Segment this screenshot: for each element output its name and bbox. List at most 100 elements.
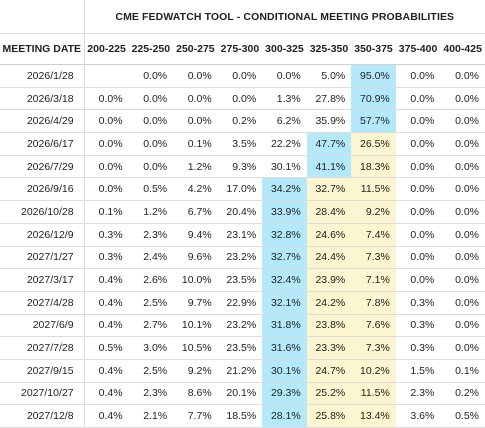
probability-cell: 3.5% bbox=[217, 132, 263, 156]
probability-cell: 0.0% bbox=[395, 109, 441, 134]
column-header-bin[interactable]: 250-275 bbox=[173, 33, 218, 65]
probability-cell: 0.0% bbox=[128, 87, 174, 111]
probability-cell: 0.0% bbox=[395, 177, 441, 202]
probability-cell: 0.0% bbox=[440, 109, 485, 134]
probability-cell: 0.4% bbox=[84, 268, 129, 292]
probability-cell: 3.6% bbox=[395, 404, 441, 428]
probability-cell: 41.1% bbox=[306, 155, 352, 179]
probability-cell: 0.0% bbox=[84, 155, 129, 179]
column-header-bin[interactable]: 225-250 bbox=[128, 33, 174, 65]
probability-cell: 13.4% bbox=[351, 404, 396, 428]
probability-cell: 23.2% bbox=[217, 314, 263, 338]
probability-cell: 7.1% bbox=[351, 268, 396, 292]
probability-cell: 0.4% bbox=[84, 314, 129, 338]
probability-cell: 0.4% bbox=[84, 291, 129, 315]
meeting-date-cell: 2026/9/16 bbox=[0, 177, 85, 202]
probability-cell: 10.5% bbox=[173, 336, 218, 360]
probability-cell: 28.4% bbox=[306, 200, 352, 224]
column-header-meeting-date[interactable]: MEETING DATE bbox=[0, 33, 85, 65]
probability-cell: 10.1% bbox=[173, 314, 218, 338]
probability-cell: 24.4% bbox=[306, 246, 352, 270]
probability-cell: 25.8% bbox=[306, 404, 352, 428]
table-row: 2026/9/16 0.0% 0.5% 4.2% 17.0% 34.2% 32.7% 11.5… bbox=[0, 177, 485, 202]
probability-cell: 4.2% bbox=[173, 177, 218, 202]
probability-cell: 23.5% bbox=[217, 268, 263, 292]
probability-cell: 3.0% bbox=[128, 336, 174, 360]
probability-cell: 0.0% bbox=[440, 177, 485, 202]
probability-cell: 26.5% bbox=[351, 132, 396, 156]
probability-cell: 0.0% bbox=[440, 64, 485, 88]
probability-cell: 0.0% bbox=[128, 155, 174, 179]
table-row: 2027/7/28 0.5% 3.0% 10.5% 23.5% 31.6% 23.3% 7.3… bbox=[0, 336, 485, 360]
probability-cell: 27.8% bbox=[306, 87, 352, 111]
table-row: 2026/6/17 0.0% 0.0% 0.1% 3.5% 22.2% 47.7% 26.5%… bbox=[0, 132, 485, 156]
probability-cell: 20.1% bbox=[217, 382, 263, 406]
probability-cell: 2.5% bbox=[128, 291, 174, 315]
probability-cell: 0.2% bbox=[217, 109, 263, 134]
probability-cell: 7.8% bbox=[351, 291, 396, 315]
probability-cell: 0.0% bbox=[440, 314, 485, 338]
table-row: 2027/12/8 0.4% 2.1% 7.7% 18.5% 28.1% 25.8% 13.4… bbox=[0, 404, 485, 428]
probability-cell: 0.0% bbox=[217, 87, 263, 111]
probability-cell: 22.9% bbox=[217, 291, 263, 315]
probability-cell: 0.4% bbox=[84, 359, 129, 383]
table-row: 2027/9/15 0.4% 2.5% 9.2% 21.2% 30.1% 24.7% 10.2… bbox=[0, 359, 485, 383]
probability-cell: 0.5% bbox=[128, 177, 174, 202]
probability-cell: 10.0% bbox=[173, 268, 218, 292]
probability-cell: 23.1% bbox=[217, 223, 263, 247]
probability-cell: 0.3% bbox=[84, 246, 129, 270]
probability-cell: 9.2% bbox=[351, 200, 396, 224]
probability-cell: 0.1% bbox=[84, 200, 129, 224]
meeting-date-cell: 2027/6/9 bbox=[0, 314, 85, 338]
column-header-bin[interactable]: 275-300 bbox=[217, 33, 263, 65]
probability-cell: 0.3% bbox=[395, 291, 441, 315]
probability-cell: 24.6% bbox=[306, 223, 352, 247]
probability-cell: 0.5% bbox=[440, 404, 485, 428]
probability-cell: 0.0% bbox=[84, 132, 129, 156]
probability-cell: 0.0% bbox=[395, 87, 441, 111]
probability-cell: 0.0% bbox=[128, 109, 174, 134]
probability-cell: 7.7% bbox=[173, 404, 218, 428]
probability-cell: 0.3% bbox=[395, 336, 441, 360]
column-header-bin[interactable]: 300-325 bbox=[262, 33, 307, 65]
table-row: 2026/10/28 0.1% 1.2% 6.7% 20.4% 33.9% 28.4% 9.2… bbox=[0, 200, 485, 224]
table-row: 2026/4/29 0.0% 0.0% 0.0% 0.2% 6.2% 35.9% 57.7% 0… bbox=[0, 109, 485, 134]
probability-cell: 2.1% bbox=[128, 404, 174, 428]
column-header-bin[interactable]: 200-225 bbox=[84, 33, 129, 65]
probability-cell: 23.8% bbox=[306, 314, 352, 338]
probability-cell: 20.4% bbox=[217, 200, 263, 224]
column-header-bin[interactable]: 325-350 bbox=[306, 33, 352, 65]
probability-cell: 0.4% bbox=[84, 382, 129, 406]
probability-cell: 70.9% bbox=[351, 87, 396, 111]
column-header-bin[interactable]: 375-400 bbox=[395, 33, 441, 65]
column-header-bin[interactable]: 350-375 bbox=[351, 33, 396, 65]
probability-cell: 11.5% bbox=[351, 177, 396, 202]
table-row: 2026/12/9 0.3% 2.3% 9.4% 23.1% 32.8% 24.6% 7.4%… bbox=[0, 223, 485, 247]
column-header-bin[interactable]: 400-425 bbox=[440, 33, 485, 65]
probability-cell: 57.7% bbox=[351, 109, 396, 134]
probability-cell bbox=[84, 64, 129, 88]
probability-cell: 0.0% bbox=[440, 268, 485, 292]
table-row: 2027/1/27 0.3% 2.4% 9.6% 23.2% 32.7% 24.4% 7.3%… bbox=[0, 246, 485, 270]
meeting-date-cell: 2027/3/17 bbox=[0, 268, 85, 292]
probability-cell: 8.6% bbox=[173, 382, 218, 406]
table-title: CME FEDWATCH TOOL - CONDITIONAL MEETING … bbox=[84, 0, 485, 34]
probability-cell: 2.6% bbox=[128, 268, 174, 292]
probability-cell: 2.3% bbox=[128, 382, 174, 406]
meeting-date-cell: 2027/12/8 bbox=[0, 404, 85, 428]
probability-cell: 0.2% bbox=[440, 382, 485, 406]
probability-cell: 0.0% bbox=[173, 64, 218, 88]
probability-cell: 0.0% bbox=[395, 268, 441, 292]
probability-cell: 0.0% bbox=[440, 336, 485, 360]
probability-cell: 23.3% bbox=[306, 336, 352, 360]
probability-cell: 0.3% bbox=[84, 223, 129, 247]
probability-cell: 7.3% bbox=[351, 336, 396, 360]
meeting-date-cell: 2027/4/28 bbox=[0, 291, 85, 315]
title-spacer bbox=[0, 0, 85, 34]
probability-cell: 0.0% bbox=[217, 64, 263, 88]
meeting-date-cell: 2026/1/28 bbox=[0, 64, 85, 88]
meeting-date-cell: 2026/4/29 bbox=[0, 109, 85, 134]
probability-cell: 0.0% bbox=[128, 64, 174, 88]
probability-cell: 95.0% bbox=[351, 64, 396, 88]
